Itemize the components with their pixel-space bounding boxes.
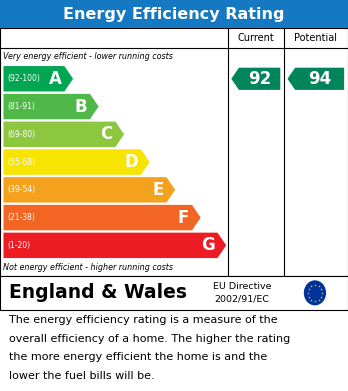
- Text: A: A: [49, 70, 62, 88]
- Text: Potential: Potential: [294, 33, 337, 43]
- Polygon shape: [3, 94, 98, 119]
- Circle shape: [304, 280, 326, 305]
- Text: Not energy efficient - higher running costs: Not energy efficient - higher running co…: [3, 263, 174, 272]
- Text: EU Directive: EU Directive: [213, 282, 271, 291]
- Text: England & Wales: England & Wales: [9, 283, 187, 302]
- Text: lower the fuel bills will be.: lower the fuel bills will be.: [9, 371, 154, 381]
- Text: 92: 92: [248, 70, 271, 88]
- Text: B: B: [74, 97, 87, 116]
- Polygon shape: [3, 205, 201, 230]
- Text: the more energy efficient the home is and the: the more energy efficient the home is an…: [9, 352, 267, 362]
- Text: (69-80): (69-80): [7, 130, 35, 139]
- Text: Very energy efficient - lower running costs: Very energy efficient - lower running co…: [3, 52, 173, 61]
- Text: (21-38): (21-38): [7, 213, 35, 222]
- Text: (81-91): (81-91): [7, 102, 35, 111]
- Text: E: E: [152, 181, 164, 199]
- Bar: [0, 276, 348, 310]
- Text: overall efficiency of a home. The higher the rating: overall efficiency of a home. The higher…: [9, 334, 290, 344]
- Text: (39-54): (39-54): [7, 185, 35, 194]
- Text: Current: Current: [237, 33, 274, 43]
- Text: C: C: [100, 125, 113, 143]
- Text: Energy Efficiency Rating: Energy Efficiency Rating: [63, 7, 285, 22]
- Polygon shape: [3, 122, 124, 147]
- Polygon shape: [3, 66, 73, 91]
- Polygon shape: [3, 177, 175, 203]
- Text: D: D: [124, 153, 138, 171]
- Polygon shape: [3, 149, 150, 175]
- Text: 2002/91/EC: 2002/91/EC: [214, 294, 269, 303]
- Text: (55-68): (55-68): [7, 158, 35, 167]
- Bar: [0, 28, 348, 276]
- Text: 94: 94: [308, 70, 331, 88]
- Bar: [0, 0, 348, 28]
- Text: (92-100): (92-100): [7, 74, 40, 83]
- Polygon shape: [3, 233, 226, 258]
- Polygon shape: [287, 68, 344, 90]
- Text: G: G: [201, 236, 215, 255]
- Text: F: F: [178, 208, 189, 227]
- Text: The energy efficiency rating is a measure of the: The energy efficiency rating is a measur…: [9, 315, 277, 325]
- Polygon shape: [231, 68, 280, 90]
- Text: (1-20): (1-20): [7, 241, 30, 250]
